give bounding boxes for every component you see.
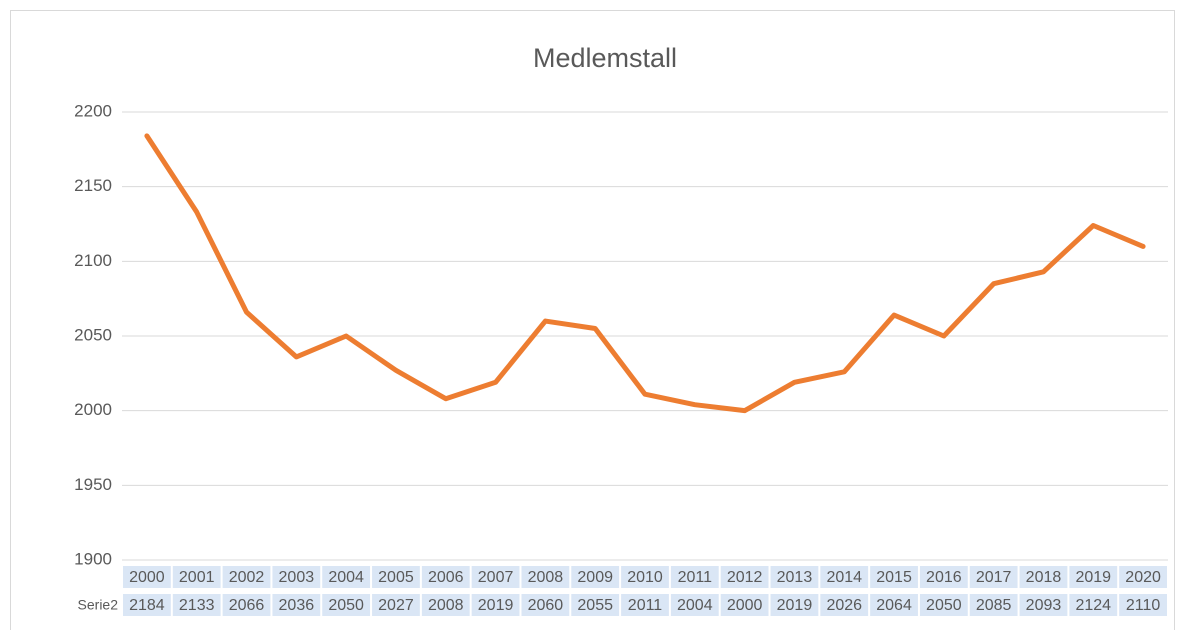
x-tick-label: 2010 <box>627 569 663 586</box>
y-tick-label: 2100 <box>74 251 112 270</box>
y-tick-label: 2000 <box>74 400 112 419</box>
table-cell <box>670 594 719 616</box>
table-cell <box>471 594 520 616</box>
table-cell <box>521 594 570 616</box>
table-cell <box>919 566 968 588</box>
table-cell <box>969 566 1018 588</box>
table-cell <box>272 566 321 588</box>
x-tick-label: 2005 <box>378 569 414 586</box>
x-tick-label: 2013 <box>777 569 813 586</box>
data-label: 2008 <box>428 597 464 614</box>
data-label: 2085 <box>976 597 1012 614</box>
y-tick-label: 2150 <box>74 176 112 195</box>
data-label: 2066 <box>229 597 265 614</box>
data-label: 2093 <box>1026 597 1062 614</box>
data-label: 2133 <box>179 597 215 614</box>
table-cell <box>1019 594 1068 616</box>
data-label: 2000 <box>727 597 763 614</box>
table-cell <box>1119 594 1167 616</box>
table-cell <box>820 594 869 616</box>
table-cell <box>571 594 620 616</box>
table-cell <box>471 566 520 588</box>
data-label: 2036 <box>279 597 315 614</box>
x-tick-label: 2007 <box>478 569 514 586</box>
table-cell <box>123 594 171 616</box>
data-label: 2050 <box>328 597 364 614</box>
table-cell <box>720 594 769 616</box>
table-cell <box>222 566 271 588</box>
table-cell <box>670 566 719 588</box>
table-cell <box>1069 566 1118 588</box>
data-label: 2064 <box>876 597 912 614</box>
y-tick-label: 1950 <box>74 475 112 494</box>
data-label: 2055 <box>577 597 613 614</box>
table-cell <box>919 594 968 616</box>
table-cell <box>621 594 669 616</box>
table-cell <box>870 566 918 588</box>
table-cell <box>1019 566 1068 588</box>
table-cell <box>720 566 769 588</box>
data-label: 2026 <box>826 597 862 614</box>
table-cell <box>372 594 420 616</box>
table-cell <box>322 594 371 616</box>
x-tick-label: 2019 <box>1075 569 1111 586</box>
table-cell <box>272 594 321 616</box>
table-cell <box>521 566 570 588</box>
table-cell <box>770 594 819 616</box>
table-cell <box>969 594 1018 616</box>
x-tick-label: 2020 <box>1125 569 1161 586</box>
x-tick-label: 2012 <box>727 569 763 586</box>
table-cell <box>820 566 869 588</box>
table-cell <box>770 566 819 588</box>
data-label: 2011 <box>628 597 663 614</box>
x-tick-label: 2014 <box>826 569 862 586</box>
table-cell <box>421 566 470 588</box>
x-tick-label: 2002 <box>229 569 265 586</box>
table-cell <box>870 594 918 616</box>
table-cell <box>172 594 221 616</box>
x-tick-label: 2006 <box>428 569 464 586</box>
x-tick-label: 2018 <box>1026 569 1062 586</box>
data-label: 2124 <box>1075 597 1111 614</box>
table-cell <box>322 566 371 588</box>
table-cell <box>123 566 171 588</box>
chart-border <box>10 10 1175 635</box>
x-tick-label: 2004 <box>328 569 364 586</box>
data-label: 2004 <box>677 597 713 614</box>
x-tick-label: 2017 <box>976 569 1012 586</box>
data-label: 2110 <box>1126 597 1161 614</box>
x-tick-label: 2000 <box>129 569 165 586</box>
x-tick-label: 2003 <box>279 569 315 586</box>
chart-title: Medlemstall <box>533 43 677 73</box>
table-cell <box>1119 566 1167 588</box>
data-label: 2050 <box>926 597 962 614</box>
x-tick-label: 2011 <box>678 569 713 586</box>
x-tick-label: 2001 <box>179 569 215 586</box>
data-label: 2060 <box>528 597 564 614</box>
y-tick-label: 1900 <box>74 549 112 568</box>
x-tick-label: 2008 <box>528 569 564 586</box>
x-tick-label: 2009 <box>577 569 613 586</box>
y-tick-label: 2050 <box>74 325 112 344</box>
table-cell <box>421 594 470 616</box>
table-cell <box>571 566 620 588</box>
legend-label: Serie2 <box>78 597 119 613</box>
data-label: 2184 <box>129 597 165 614</box>
table-cell <box>1069 594 1118 616</box>
data-label: 2027 <box>378 597 414 614</box>
table-cell <box>172 566 221 588</box>
data-label: 2019 <box>777 597 813 614</box>
table-cell <box>621 566 669 588</box>
table-cell <box>372 566 420 588</box>
y-tick-label: 2200 <box>74 101 112 120</box>
table-cell <box>222 594 271 616</box>
x-tick-label: 2016 <box>926 569 962 586</box>
series-line <box>144 133 1146 414</box>
x-tick-label: 2015 <box>876 569 912 586</box>
data-label: 2019 <box>478 597 514 614</box>
